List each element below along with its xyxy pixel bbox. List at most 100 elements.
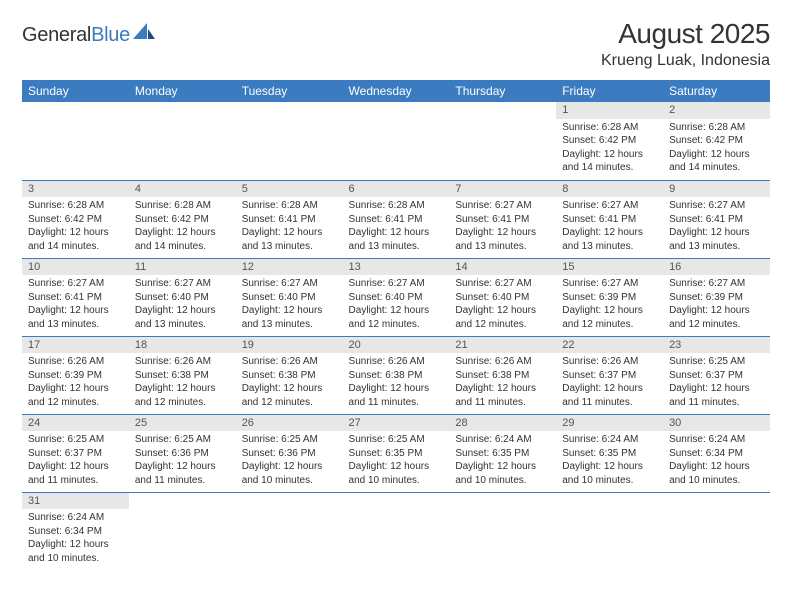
daylight-line2: and 13 minutes. — [242, 318, 337, 332]
title-location: Krueng Luak, Indonesia — [601, 52, 770, 70]
day-details: Sunrise: 6:28 AMSunset: 6:42 PMDaylight:… — [22, 197, 129, 257]
sunrise-text: Sunrise: 6:27 AM — [562, 199, 657, 213]
day-details: Sunrise: 6:24 AMSunset: 6:34 PMDaylight:… — [663, 431, 770, 491]
logo: GeneralBlue — [22, 18, 155, 49]
sunrise-text: Sunrise: 6:25 AM — [669, 355, 764, 369]
daylight-line1: Daylight: 12 hours — [669, 148, 764, 162]
calendar-day-cell: 16Sunrise: 6:27 AMSunset: 6:39 PMDayligh… — [663, 258, 770, 336]
day-number: 12 — [236, 259, 343, 276]
sunrise-text: Sunrise: 6:28 AM — [28, 199, 123, 213]
sunset-text: Sunset: 6:41 PM — [455, 213, 550, 227]
sunset-text: Sunset: 6:40 PM — [455, 291, 550, 305]
calendar-day-cell — [22, 102, 129, 180]
calendar-week-row: 1Sunrise: 6:28 AMSunset: 6:42 PMDaylight… — [22, 102, 770, 180]
calendar-day-cell: 4Sunrise: 6:28 AMSunset: 6:42 PMDaylight… — [129, 180, 236, 258]
daylight-line1: Daylight: 12 hours — [562, 382, 657, 396]
day-number: 15 — [556, 259, 663, 276]
calendar-day-cell: 19Sunrise: 6:26 AMSunset: 6:38 PMDayligh… — [236, 336, 343, 414]
day-details: Sunrise: 6:28 AMSunset: 6:42 PMDaylight:… — [556, 119, 663, 179]
sunrise-text: Sunrise: 6:27 AM — [135, 277, 230, 291]
calendar-day-cell: 2Sunrise: 6:28 AMSunset: 6:42 PMDaylight… — [663, 102, 770, 180]
daylight-line1: Daylight: 12 hours — [28, 460, 123, 474]
day-details: Sunrise: 6:27 AMSunset: 6:40 PMDaylight:… — [129, 275, 236, 335]
day-details: Sunrise: 6:26 AMSunset: 6:39 PMDaylight:… — [22, 353, 129, 413]
daylight-line1: Daylight: 12 hours — [455, 304, 550, 318]
daylight-line2: and 10 minutes. — [455, 474, 550, 488]
day-details: Sunrise: 6:27 AMSunset: 6:40 PMDaylight:… — [236, 275, 343, 335]
daylight-line1: Daylight: 12 hours — [562, 148, 657, 162]
calendar-day-cell: 8Sunrise: 6:27 AMSunset: 6:41 PMDaylight… — [556, 180, 663, 258]
daylight-line2: and 13 minutes. — [349, 240, 444, 254]
sunrise-text: Sunrise: 6:26 AM — [455, 355, 550, 369]
sunrise-text: Sunrise: 6:25 AM — [242, 433, 337, 447]
daylight-line1: Daylight: 12 hours — [242, 304, 337, 318]
calendar-day-cell: 24Sunrise: 6:25 AMSunset: 6:37 PMDayligh… — [22, 414, 129, 492]
calendar-day-cell: 1Sunrise: 6:28 AMSunset: 6:42 PMDaylight… — [556, 102, 663, 180]
day-details: Sunrise: 6:26 AMSunset: 6:38 PMDaylight:… — [129, 353, 236, 413]
day-number: 25 — [129, 415, 236, 432]
day-number: 11 — [129, 259, 236, 276]
sunrise-text: Sunrise: 6:28 AM — [242, 199, 337, 213]
day-details: Sunrise: 6:26 AMSunset: 6:38 PMDaylight:… — [343, 353, 450, 413]
calendar-day-cell: 27Sunrise: 6:25 AMSunset: 6:35 PMDayligh… — [343, 414, 450, 492]
day-details: Sunrise: 6:26 AMSunset: 6:38 PMDaylight:… — [449, 353, 556, 413]
weekday-header: Monday — [129, 80, 236, 102]
sunset-text: Sunset: 6:39 PM — [669, 291, 764, 305]
sunrise-text: Sunrise: 6:24 AM — [28, 511, 123, 525]
day-number: 13 — [343, 259, 450, 276]
sunset-text: Sunset: 6:41 PM — [242, 213, 337, 227]
daylight-line2: and 10 minutes. — [349, 474, 444, 488]
page-header: GeneralBlue August 2025 Krueng Luak, Ind… — [22, 18, 770, 70]
daylight-line2: and 13 minutes. — [135, 318, 230, 332]
sunrise-text: Sunrise: 6:24 AM — [455, 433, 550, 447]
calendar-day-cell: 7Sunrise: 6:27 AMSunset: 6:41 PMDaylight… — [449, 180, 556, 258]
sunset-text: Sunset: 6:41 PM — [562, 213, 657, 227]
calendar-day-cell — [236, 492, 343, 570]
day-details: Sunrise: 6:24 AMSunset: 6:35 PMDaylight:… — [556, 431, 663, 491]
daylight-line1: Daylight: 12 hours — [349, 382, 444, 396]
day-details: Sunrise: 6:27 AMSunset: 6:39 PMDaylight:… — [663, 275, 770, 335]
calendar-day-cell: 30Sunrise: 6:24 AMSunset: 6:34 PMDayligh… — [663, 414, 770, 492]
sunrise-text: Sunrise: 6:27 AM — [28, 277, 123, 291]
day-number: 1 — [556, 102, 663, 119]
day-number: 26 — [236, 415, 343, 432]
sunset-text: Sunset: 6:37 PM — [28, 447, 123, 461]
sunset-text: Sunset: 6:35 PM — [562, 447, 657, 461]
day-details: Sunrise: 6:27 AMSunset: 6:40 PMDaylight:… — [449, 275, 556, 335]
daylight-line1: Daylight: 12 hours — [135, 460, 230, 474]
sunset-text: Sunset: 6:41 PM — [349, 213, 444, 227]
calendar-day-cell: 21Sunrise: 6:26 AMSunset: 6:38 PMDayligh… — [449, 336, 556, 414]
sunrise-text: Sunrise: 6:27 AM — [669, 277, 764, 291]
calendar-day-cell: 20Sunrise: 6:26 AMSunset: 6:38 PMDayligh… — [343, 336, 450, 414]
day-number: 19 — [236, 337, 343, 354]
day-number: 23 — [663, 337, 770, 354]
calendar-day-cell: 10Sunrise: 6:27 AMSunset: 6:41 PMDayligh… — [22, 258, 129, 336]
day-number: 27 — [343, 415, 450, 432]
calendar-day-cell: 31Sunrise: 6:24 AMSunset: 6:34 PMDayligh… — [22, 492, 129, 570]
weekday-header: Friday — [556, 80, 663, 102]
day-details: Sunrise: 6:24 AMSunset: 6:35 PMDaylight:… — [449, 431, 556, 491]
daylight-line2: and 13 minutes. — [562, 240, 657, 254]
day-details: Sunrise: 6:27 AMSunset: 6:41 PMDaylight:… — [556, 197, 663, 257]
daylight-line1: Daylight: 12 hours — [28, 304, 123, 318]
calendar-day-cell: 15Sunrise: 6:27 AMSunset: 6:39 PMDayligh… — [556, 258, 663, 336]
sunrise-text: Sunrise: 6:28 AM — [562, 121, 657, 135]
daylight-line2: and 12 minutes. — [562, 318, 657, 332]
sunset-text: Sunset: 6:34 PM — [669, 447, 764, 461]
daylight-line1: Daylight: 12 hours — [242, 226, 337, 240]
day-number: 31 — [22, 493, 129, 510]
day-details: Sunrise: 6:25 AMSunset: 6:35 PMDaylight:… — [343, 431, 450, 491]
calendar-week-row: 17Sunrise: 6:26 AMSunset: 6:39 PMDayligh… — [22, 336, 770, 414]
sunrise-text: Sunrise: 6:27 AM — [242, 277, 337, 291]
day-number: 29 — [556, 415, 663, 432]
day-details: Sunrise: 6:26 AMSunset: 6:37 PMDaylight:… — [556, 353, 663, 413]
day-number: 5 — [236, 181, 343, 198]
day-details: Sunrise: 6:25 AMSunset: 6:37 PMDaylight:… — [22, 431, 129, 491]
daylight-line1: Daylight: 12 hours — [349, 460, 444, 474]
sunset-text: Sunset: 6:37 PM — [669, 369, 764, 383]
daylight-line1: Daylight: 12 hours — [669, 226, 764, 240]
day-number: 4 — [129, 181, 236, 198]
logo-text-general: General — [22, 24, 91, 47]
calendar-week-row: 31Sunrise: 6:24 AMSunset: 6:34 PMDayligh… — [22, 492, 770, 570]
sunset-text: Sunset: 6:40 PM — [349, 291, 444, 305]
